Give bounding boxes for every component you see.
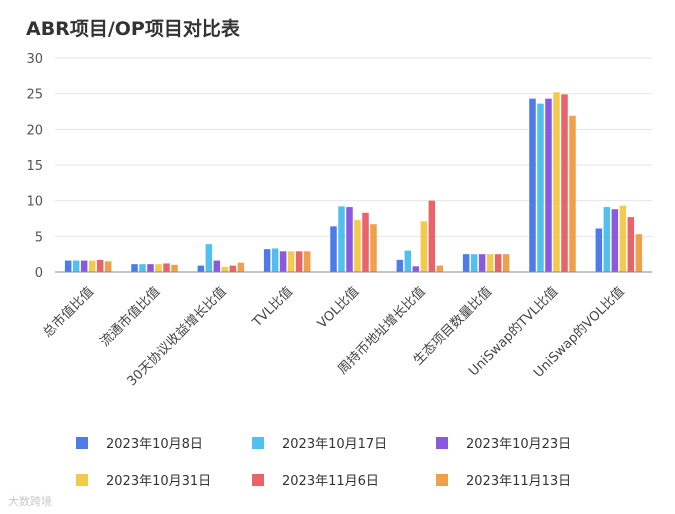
bar[interactable] <box>354 219 361 272</box>
y-tick-label: 30 <box>26 52 43 67</box>
bar[interactable] <box>271 248 279 272</box>
bar[interactable] <box>529 98 536 272</box>
bar[interactable] <box>635 234 643 272</box>
x-category-label: 总市值比值 <box>40 284 97 341</box>
y-tick-label: 5 <box>35 230 43 245</box>
bar[interactable] <box>72 260 80 272</box>
y-tick-label: 20 <box>26 123 43 138</box>
watermark: 大数跨境 <box>8 495 52 508</box>
bar[interactable] <box>428 200 436 272</box>
x-category-label: VOL比值 <box>314 284 362 332</box>
bar[interactable] <box>478 254 486 272</box>
y-tick-label: 0 <box>35 266 43 281</box>
bar[interactable] <box>287 251 295 272</box>
bar[interactable] <box>436 265 444 272</box>
bar[interactable] <box>64 260 72 272</box>
bar[interactable] <box>213 260 221 272</box>
bars-layer <box>64 92 643 273</box>
y-axis-ticks: 0 5 10 15 20 25 30 <box>26 52 43 281</box>
bar[interactable] <box>147 264 154 272</box>
bar[interactable] <box>362 212 369 272</box>
bar[interactable] <box>155 264 162 272</box>
x-category-label: 流通市值比值 <box>97 284 163 350</box>
bar[interactable] <box>88 260 96 272</box>
x-category-label: TVL比值 <box>249 284 296 331</box>
bar[interactable] <box>494 254 502 272</box>
bar[interactable] <box>346 207 353 272</box>
bar[interactable] <box>229 265 237 272</box>
bar[interactable] <box>412 266 420 272</box>
bar[interactable] <box>611 209 619 272</box>
bar[interactable] <box>303 251 311 272</box>
bar[interactable] <box>502 254 510 272</box>
bar[interactable] <box>163 263 170 272</box>
y-tick-label: 25 <box>26 88 43 103</box>
bar[interactable] <box>396 259 404 272</box>
bar[interactable] <box>561 94 568 272</box>
bar[interactable] <box>462 254 470 272</box>
bar[interactable] <box>627 217 635 272</box>
bar[interactable] <box>131 264 138 272</box>
bar[interactable] <box>553 92 560 273</box>
bar[interactable] <box>171 264 178 272</box>
bar[interactable] <box>197 265 205 272</box>
y-tick-label: 10 <box>26 195 43 210</box>
bar[interactable] <box>370 224 377 272</box>
bar[interactable] <box>139 264 146 272</box>
bar[interactable] <box>295 251 303 272</box>
bar[interactable] <box>263 249 271 272</box>
bar[interactable] <box>619 205 627 272</box>
bar[interactable] <box>96 259 104 272</box>
bar[interactable] <box>205 244 213 272</box>
bar[interactable] <box>486 254 494 272</box>
bar[interactable] <box>537 103 544 272</box>
bar[interactable] <box>420 221 428 272</box>
bar[interactable] <box>603 207 611 272</box>
bar[interactable] <box>338 206 345 272</box>
chart-title: ABR项目/OP项目对比表 <box>26 18 240 40</box>
grid-layer <box>55 57 652 237</box>
bar[interactable] <box>470 254 478 272</box>
bar[interactable] <box>404 250 412 272</box>
bar[interactable] <box>545 98 552 272</box>
bar[interactable] <box>569 115 576 272</box>
bar[interactable] <box>595 228 603 272</box>
bar[interactable] <box>80 260 88 272</box>
y-tick-label: 15 <box>26 159 43 174</box>
bar[interactable] <box>221 267 229 272</box>
bar[interactable] <box>330 226 337 272</box>
bar[interactable] <box>237 262 245 272</box>
bar[interactable] <box>104 261 112 272</box>
bar[interactable] <box>279 251 287 272</box>
